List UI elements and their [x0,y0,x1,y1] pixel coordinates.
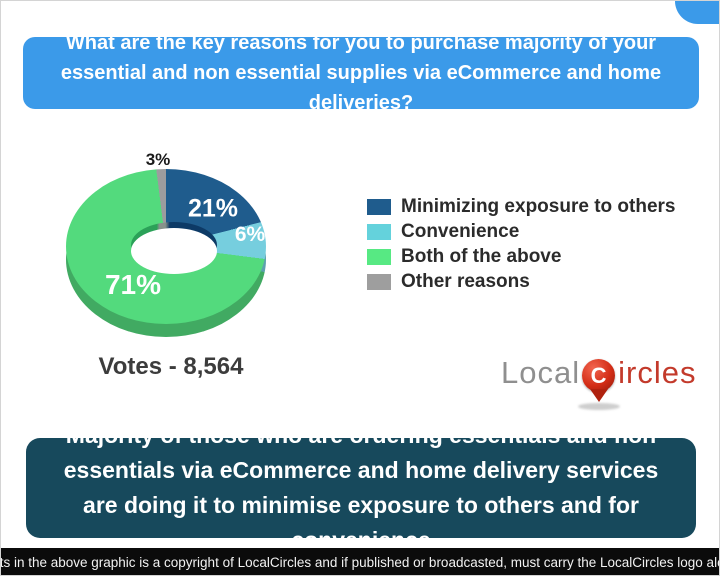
donut-chart: 21% 6% 71% 3% [66,150,266,339]
pin-tail [590,389,609,402]
slice-label-convenience: 6% [234,223,266,246]
question-header: What are the key reasons for you to purc… [23,32,699,114]
summary-text: Majority of those who are ordering essen… [63,422,659,553]
question-text: What are the key reasons for you to purc… [60,32,662,114]
slice-label-other-reasons: 3% [145,150,171,169]
pin-circle-letter: C [582,359,616,392]
chart-legend: Minimizing exposure to others Convenienc… [367,196,676,292]
legend-swatch-dark-blue [367,199,391,215]
legend-item-minimizing-exposure: Minimizing exposure to others [367,196,676,217]
legend-label: Both of the above [401,246,562,267]
logo-word-ircles: ircles [618,355,697,390]
legend-swatch-green [367,249,391,265]
top-right-accent-shape [675,1,719,24]
localcircles-logo: Local C ircles [501,353,696,411]
logo-word-local: Local [501,355,581,390]
location-pin-icon: C [578,353,621,411]
donut-hole [131,228,217,274]
legend-label: Convenience [401,221,520,242]
votes-count: Votes - 8,564 [98,353,244,380]
pin-shadow [578,403,621,410]
copyright-footer: All contents in the above graphic is a c… [0,548,719,575]
legend-swatch-cyan [367,224,391,240]
legend-label: Other reasons [401,271,530,292]
summary-banner: Majority of those who are ordering essen… [26,422,696,553]
legend-item-convenience: Convenience [367,221,675,242]
legend-item-other-reasons: Other reasons [367,271,675,292]
slice-label-both-of-the-above: 71% [104,269,162,300]
legend-swatch-gray [367,274,391,290]
copyright-text: All contents in the above graphic is a c… [0,555,719,570]
slice-label-minimizing-exposure: 21% [187,194,239,223]
legend-label: Minimizing exposure to others [401,196,676,217]
legend-item-both-of-the-above: Both of the above [367,246,675,267]
